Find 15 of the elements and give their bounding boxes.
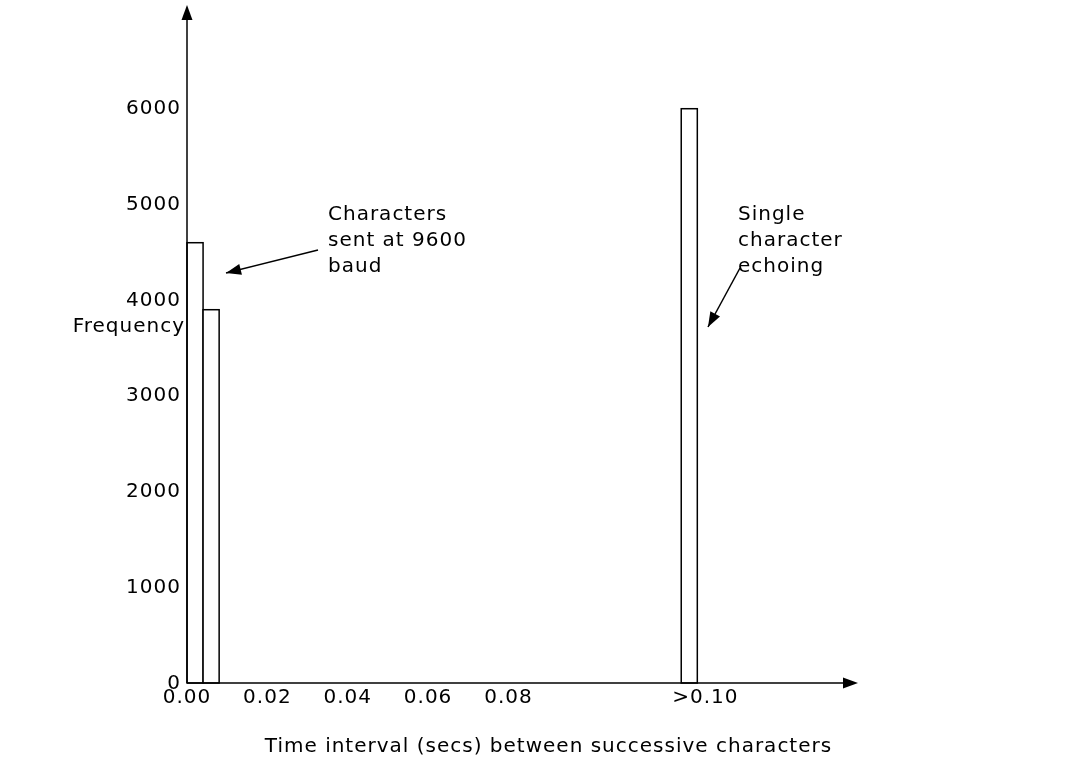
x-tick-label: >0.10	[672, 684, 739, 708]
y-tick-label: 4000	[126, 286, 181, 311]
annotation: Characters sent at 9600 baud	[328, 201, 467, 277]
y-tick-label: 1000	[126, 573, 181, 598]
y-tick-label: 5000	[126, 190, 181, 215]
x-tick-label: 0.06	[403, 684, 453, 708]
y-tick-label: 6000	[126, 95, 181, 120]
y-tick-label: 2000	[126, 478, 181, 503]
y-tick-label: 3000	[126, 382, 181, 407]
x-tick-label: 0.02	[243, 684, 292, 708]
y-axis-title: Frequency	[72, 312, 185, 337]
annotation: Single character echoing	[738, 201, 843, 277]
x-tick-label: 0.04	[323, 684, 372, 708]
x-axis-title: Time interval (secs) between successive characters	[263, 733, 833, 757]
x-tick-label: 0.08	[484, 684, 533, 708]
